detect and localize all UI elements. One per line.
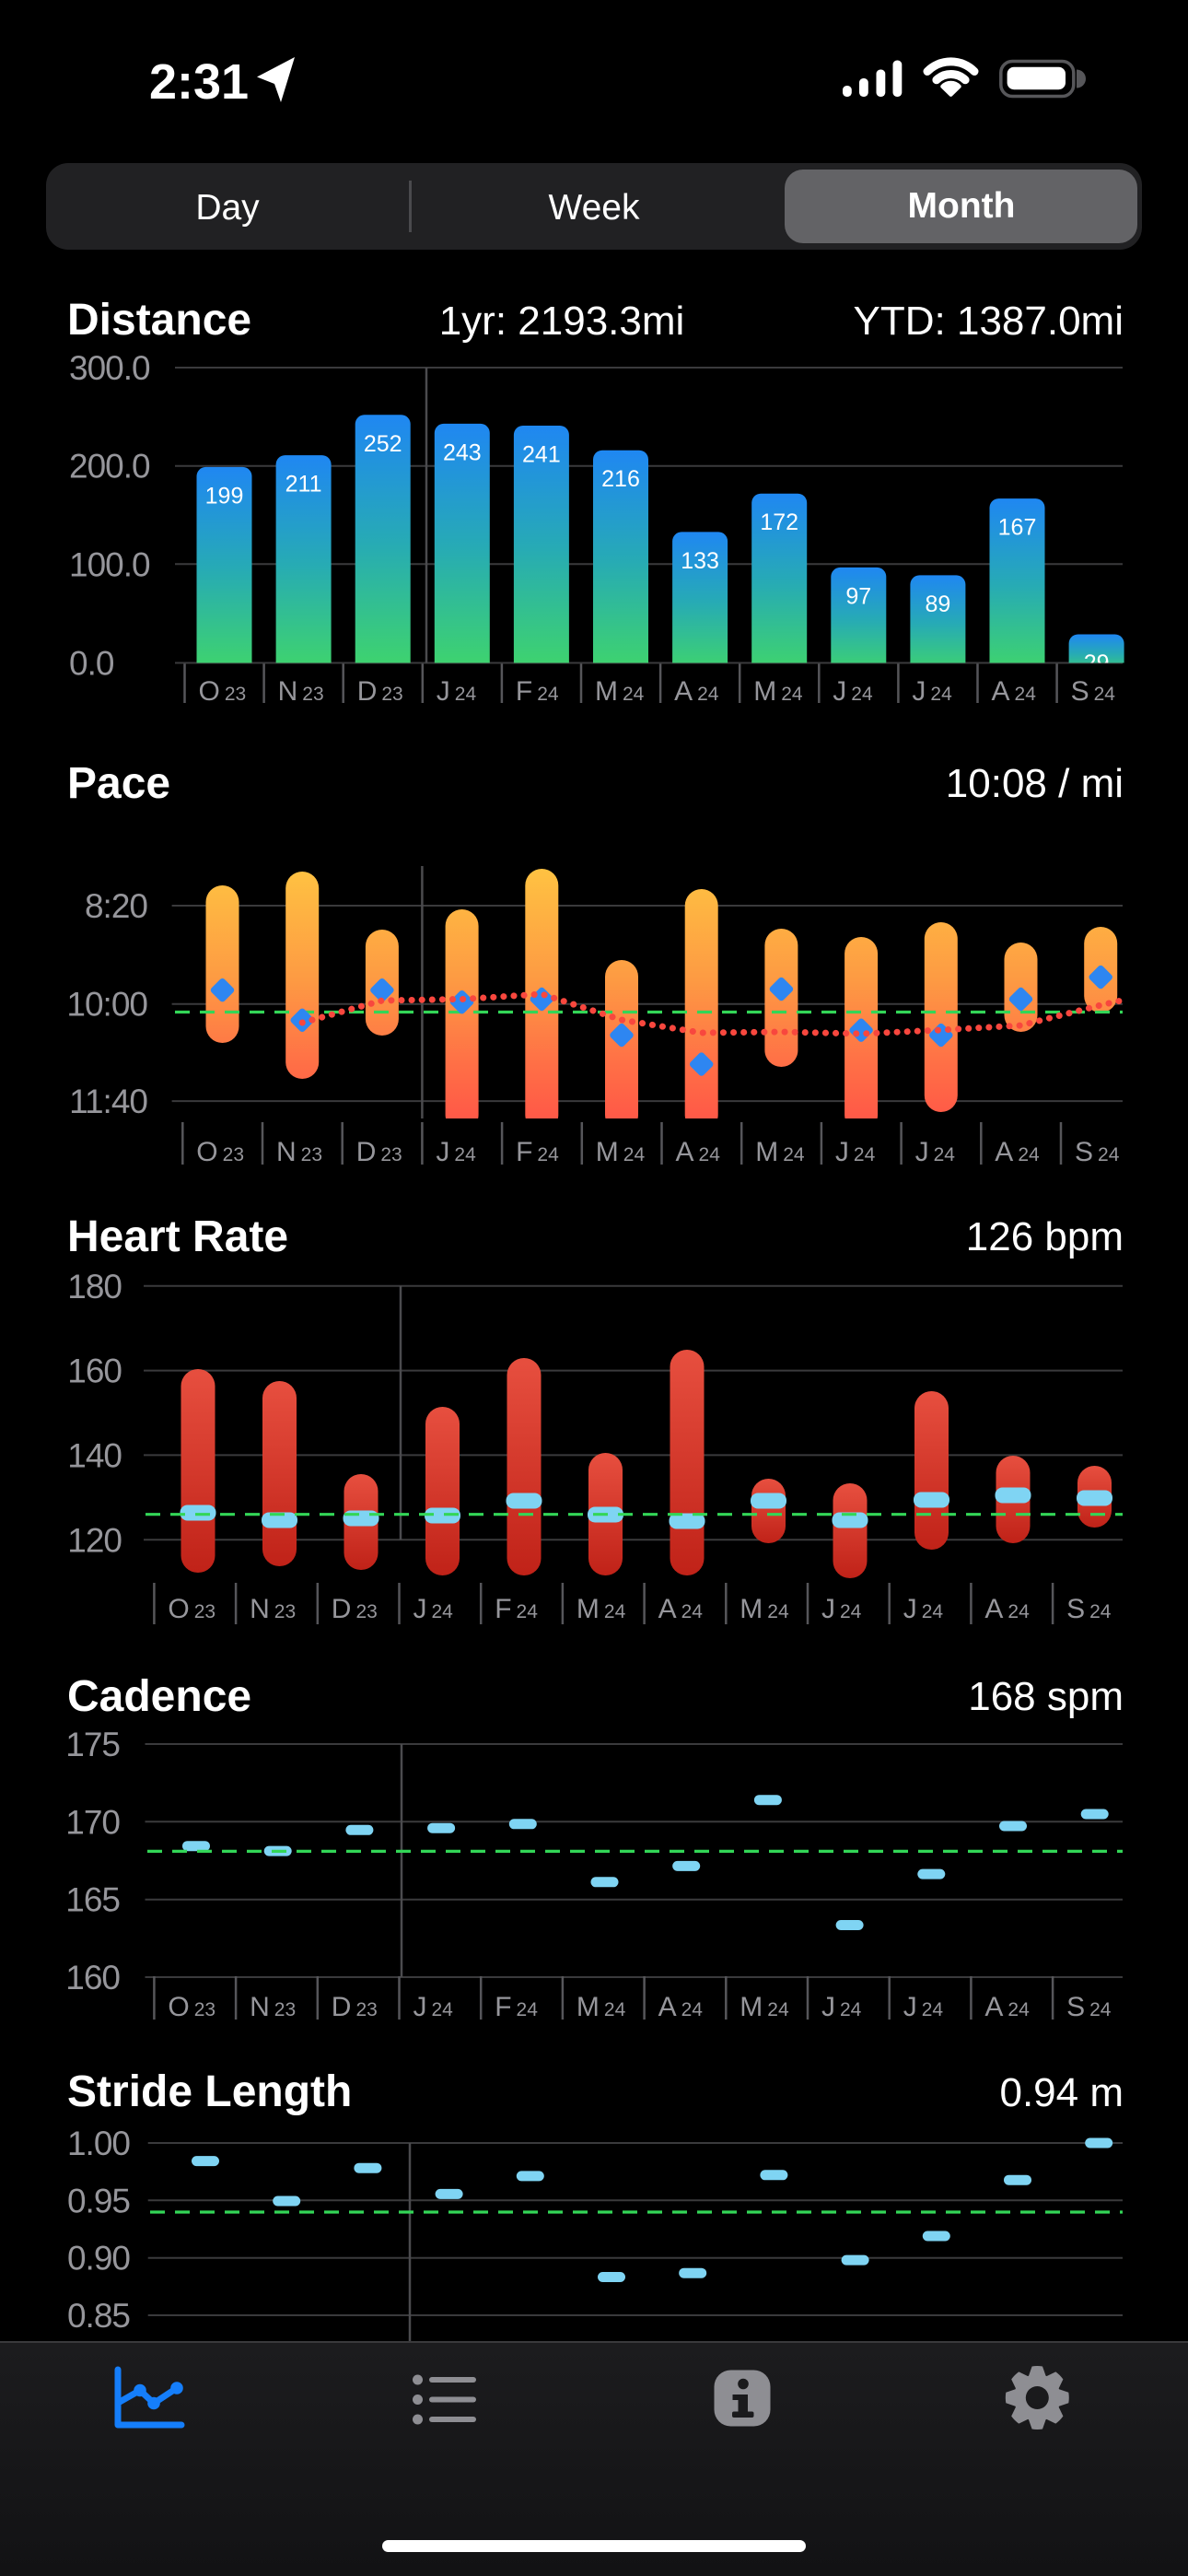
svg-text:A24: A 24 xyxy=(676,1137,721,1167)
svg-text:2:31: 2:31 xyxy=(149,54,249,110)
svg-text:D23: D 23 xyxy=(357,676,403,707)
svg-text:0.0: 0.0 xyxy=(69,645,114,683)
svg-text:J24: J 24 xyxy=(821,1992,862,2022)
svg-text:F24: F 24 xyxy=(516,1137,559,1167)
svg-text:133: 133 xyxy=(681,548,719,574)
svg-text:199: 199 xyxy=(205,483,244,509)
svg-text:F24: F 24 xyxy=(516,676,559,707)
svg-text:J24: J 24 xyxy=(413,1992,454,2022)
svg-text:180: 180 xyxy=(67,1271,122,1306)
svg-text:N23: N 23 xyxy=(278,676,324,707)
svg-text:J24: J 24 xyxy=(903,1992,944,2022)
svg-text:243: 243 xyxy=(443,439,482,465)
svg-text:M24: M 24 xyxy=(753,676,803,707)
svg-text:M24: M 24 xyxy=(740,1992,789,2022)
svg-text:M24: M 24 xyxy=(595,676,645,707)
svg-text:211: 211 xyxy=(285,472,322,498)
svg-text:O23: O 23 xyxy=(199,676,247,707)
svg-text:J24: J 24 xyxy=(912,676,952,707)
svg-text:N23: N 23 xyxy=(250,1992,296,2022)
svg-text:216: 216 xyxy=(601,466,640,492)
svg-text:F24: F 24 xyxy=(495,1992,538,2022)
svg-text:29: 29 xyxy=(1084,650,1110,676)
svg-text:A24: A 24 xyxy=(658,1992,704,2022)
svg-text:200.0: 200.0 xyxy=(69,448,150,486)
svg-text:J24: J 24 xyxy=(413,1594,454,1624)
svg-text:D23: D 23 xyxy=(332,1992,378,2022)
svg-text:J24: J 24 xyxy=(915,1137,956,1167)
svg-text:M24: M 24 xyxy=(596,1137,646,1167)
svg-text:A24: A 24 xyxy=(984,1594,1030,1624)
svg-text:S24: S 24 xyxy=(1066,1992,1112,2022)
svg-text:0.95: 0.95 xyxy=(67,2182,130,2219)
svg-text:241: 241 xyxy=(522,442,561,468)
svg-text:S24: S 24 xyxy=(1071,676,1116,707)
svg-text:N23: N 23 xyxy=(276,1137,322,1167)
svg-text:O23: O 23 xyxy=(168,1992,215,2022)
svg-text:J24: J 24 xyxy=(833,676,873,707)
svg-text:160: 160 xyxy=(67,1352,122,1390)
svg-text:J24: J 24 xyxy=(821,1594,862,1624)
svg-text:F24: F 24 xyxy=(495,1594,538,1624)
svg-text:100.0: 100.0 xyxy=(69,545,150,583)
svg-text:160: 160 xyxy=(65,1959,120,1996)
svg-text:J24: J 24 xyxy=(835,1137,876,1167)
svg-text:165: 165 xyxy=(65,1881,120,1919)
svg-text:O23: O 23 xyxy=(168,1594,215,1624)
svg-text:J24: J 24 xyxy=(903,1594,944,1624)
svg-text:89: 89 xyxy=(925,591,950,617)
svg-text:0.90: 0.90 xyxy=(67,2240,130,2277)
svg-text:J24: J 24 xyxy=(436,1137,476,1167)
svg-text:D23: D 23 xyxy=(356,1137,402,1167)
svg-text:167: 167 xyxy=(998,515,1037,541)
svg-text:S24: S 24 xyxy=(1066,1594,1112,1624)
svg-text:170: 170 xyxy=(65,1803,120,1841)
svg-text:11:40: 11:40 xyxy=(69,1083,147,1120)
svg-text:J24: J 24 xyxy=(437,676,477,707)
svg-text:D23: D 23 xyxy=(332,1594,378,1624)
svg-text:A24: A 24 xyxy=(992,676,1037,707)
svg-text:A24: A 24 xyxy=(658,1594,704,1624)
svg-text:97: 97 xyxy=(845,583,871,609)
svg-text:300.0: 300.0 xyxy=(69,350,150,387)
svg-text:A24: A 24 xyxy=(674,676,719,707)
svg-text:S24: S 24 xyxy=(1075,1137,1120,1167)
svg-text:252: 252 xyxy=(364,431,402,457)
svg-text:140: 140 xyxy=(67,1436,122,1474)
svg-text:M24: M 24 xyxy=(577,1992,626,2022)
svg-text:0.85: 0.85 xyxy=(67,2297,130,2335)
svg-text:M24: M 24 xyxy=(740,1594,789,1624)
svg-text:172: 172 xyxy=(760,509,798,535)
svg-text:1.00: 1.00 xyxy=(67,2125,130,2162)
svg-text:O23: O 23 xyxy=(196,1137,244,1167)
svg-text:M24: M 24 xyxy=(577,1594,626,1624)
svg-text:120: 120 xyxy=(67,1521,122,1559)
svg-text:10:00: 10:00 xyxy=(66,986,147,1024)
svg-text:8:20: 8:20 xyxy=(85,887,147,925)
svg-text:N23: N 23 xyxy=(250,1594,296,1624)
svg-text:175: 175 xyxy=(65,1726,120,1763)
svg-text:M24: M 24 xyxy=(755,1137,805,1167)
svg-text:A24: A 24 xyxy=(995,1137,1040,1167)
svg-text:A24: A 24 xyxy=(984,1992,1030,2022)
